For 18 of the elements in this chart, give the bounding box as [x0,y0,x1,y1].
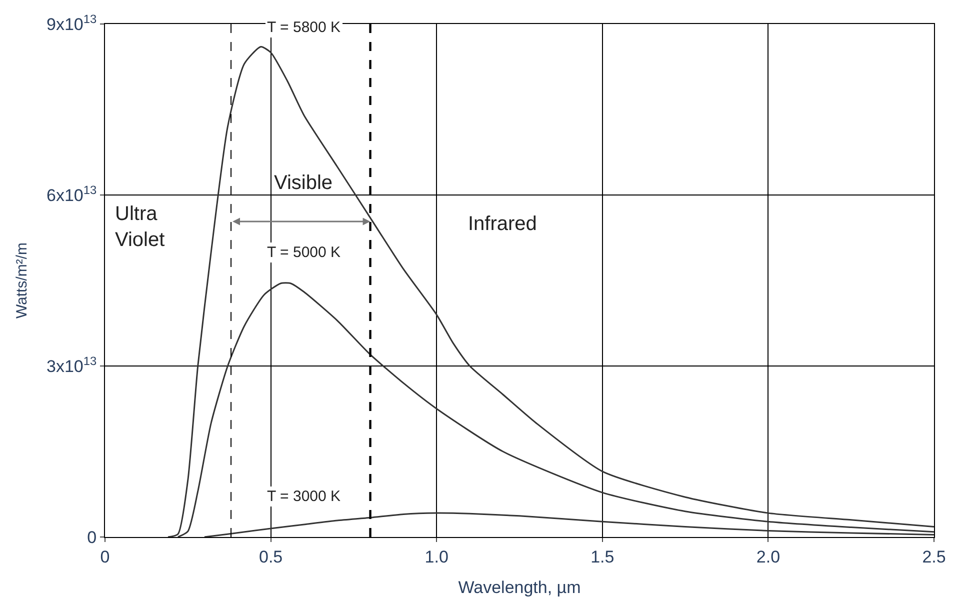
y-tick-label: 3x10$^{13}$ [46,354,97,376]
x-tick-label: 2.0 [756,547,780,566]
annotation: T = 5800 K [267,19,341,36]
y-axis-title: Watts/m²/m [14,242,31,319]
annotation: Infrared [468,213,537,235]
annotation: Visible [274,172,333,194]
annotation: T = 5000 K [267,244,341,261]
annotation: Ultra Violet [115,203,166,251]
annotation: T = 3000 K [267,488,341,505]
x-tick-label: 1.0 [424,547,448,566]
y-tick-label: 6x10$^{13}$ [46,182,97,205]
x-tick-label: 0 [100,547,110,566]
x-axis-title: Wavelength, µm [458,578,581,597]
x-tick-label: 2.5 [922,547,946,566]
x-tick-label: 1.5 [590,547,614,566]
x-tick-label: 0.5 [258,547,283,566]
y-tick-label: 0 [87,528,97,547]
y-tick-label: 9x10$^{13}$ [46,12,97,34]
